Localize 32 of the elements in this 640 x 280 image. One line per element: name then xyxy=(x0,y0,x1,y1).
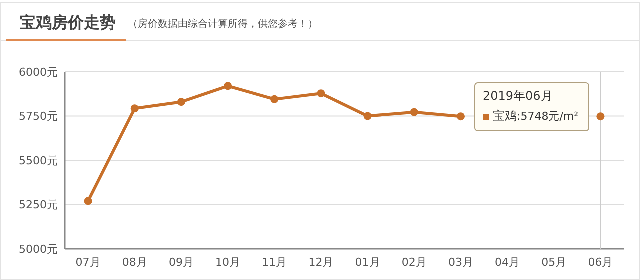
point xyxy=(84,197,92,206)
annotation: :5748元/m² xyxy=(517,110,579,123)
x-tick-label: 12月 xyxy=(308,256,334,269)
chart-subtitle: （房价数据由综合计算所得，供您参考！） xyxy=(128,18,318,30)
x-tick-label: 10月 xyxy=(216,256,241,269)
x-tick-label: 06月 xyxy=(588,256,614,269)
point xyxy=(317,90,326,98)
point xyxy=(364,112,372,120)
y-tick-label: 6000元 xyxy=(19,66,58,79)
x-tick-label: 03月 xyxy=(448,256,474,269)
x-tick-label: 01月 xyxy=(355,256,380,269)
point xyxy=(270,95,279,104)
point xyxy=(177,98,186,106)
x-tick-label: 11月 xyxy=(262,256,288,269)
x-tick-label: 02月 xyxy=(402,256,427,269)
y-tick-label: 5000元 xyxy=(19,242,58,256)
point xyxy=(130,104,139,113)
x-tick-label: 07月 xyxy=(76,256,101,269)
chart-title: 宝鸡房价走势 xyxy=(20,13,116,32)
point xyxy=(410,108,418,116)
point xyxy=(596,112,605,121)
point xyxy=(456,112,465,121)
x-tick-label: 04月 xyxy=(495,256,520,269)
annotation: 2019年06月 xyxy=(483,89,553,103)
point xyxy=(224,82,232,90)
legend-label: 宝鸡 xyxy=(493,109,517,123)
x-tick-label: 08月 xyxy=(122,256,148,269)
y-tick-label: 5250元 xyxy=(19,198,58,212)
x-tick-label: 05月 xyxy=(542,256,567,269)
y-tick-label: 5750元 xyxy=(19,110,58,124)
y-tick-label: 5500元 xyxy=(19,154,58,168)
x-tick-label: 09月 xyxy=(168,256,194,269)
